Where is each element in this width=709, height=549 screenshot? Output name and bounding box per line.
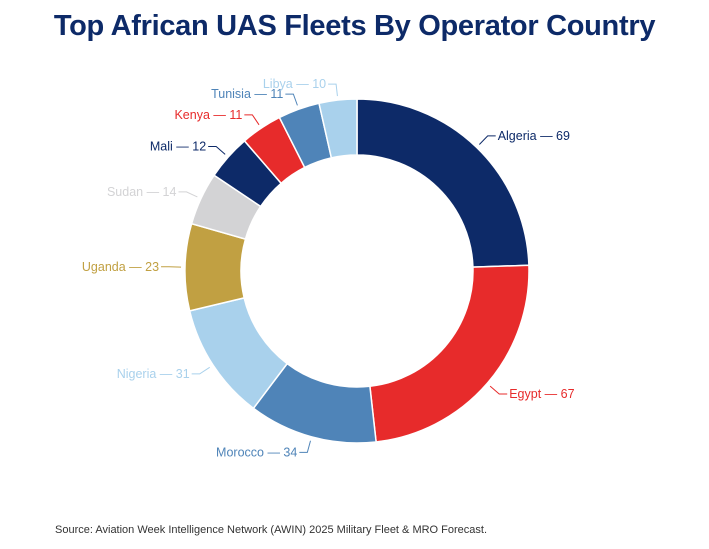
leader-line-morocco [299,440,311,453]
data-label-algeria: Algeria — 69 [498,129,570,143]
source-note: Source: Aviation Week Intelligence Netwo… [55,524,488,536]
leader-line-egypt [489,385,508,395]
data-label-kenya: Kenya — 11 [174,108,242,122]
slices-group [184,98,530,444]
leader-line-libya [328,83,338,97]
data-label-libya: Libya — 10 [263,77,326,91]
data-label-sudan: Sudan — 14 [107,185,177,199]
slice-algeria [356,98,530,268]
leader-line-algeria [478,135,496,145]
leader-line-tunisia [285,93,298,106]
leader-line-sudan [178,191,198,198]
leader-line-mali [208,145,226,155]
chart-title: Top African UAS Fleets By Operator Count… [53,10,656,42]
labels-group: Algeria — 69 Egypt — 67 Morocco — 34 Nigeri… [82,77,575,459]
data-label-mali: Mali — 12 [150,139,206,153]
data-label-tunisia: Tunisia — 11 [211,87,283,101]
data-label-egypt: Egypt — 67 [509,387,574,401]
leader-lines-group [161,83,508,453]
data-label-morocco: Morocco — 34 [216,445,297,459]
data-label-nigeria: Nigeria — 31 [117,367,190,381]
data-label-uganda: Uganda — 23 [82,260,159,274]
leader-line-kenya [244,114,260,126]
leader-line-nigeria [191,366,210,375]
slice-egypt [369,264,530,443]
slice-libya [318,98,358,159]
